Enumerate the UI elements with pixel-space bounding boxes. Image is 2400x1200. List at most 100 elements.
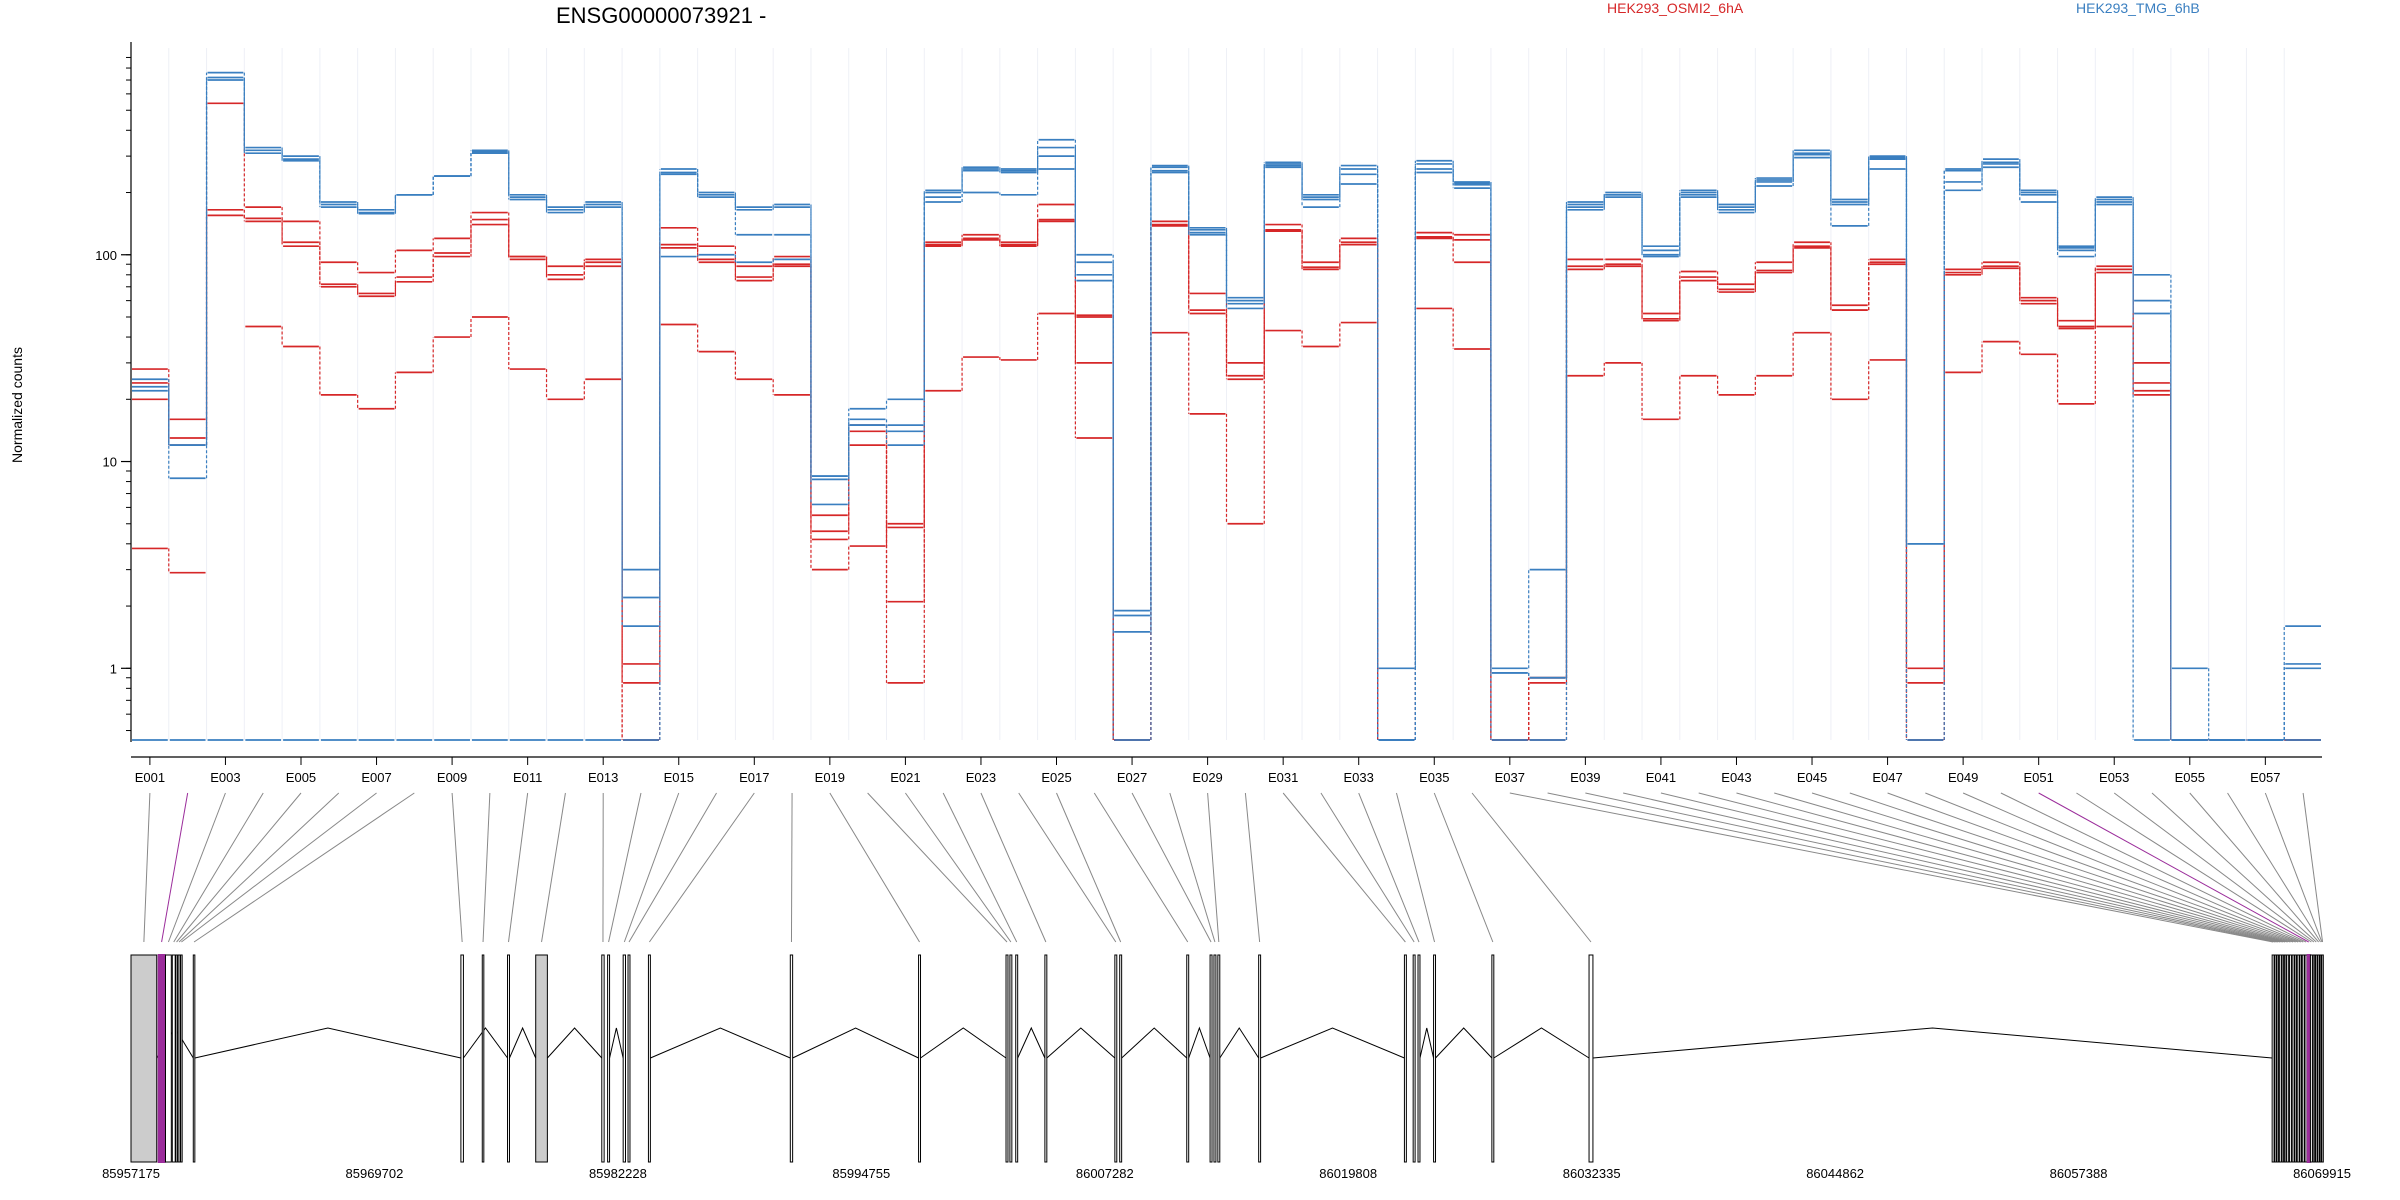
- genomic-axis: 85957175 85969702 85982228 85994755 86007282…: [102, 1166, 2351, 1181]
- exon-connector: [173, 792, 264, 943]
- exon-tick-label: E007: [361, 770, 391, 785]
- exon-tick-label: E049: [1948, 770, 1978, 785]
- exon-connector: [1018, 792, 1117, 943]
- exon-connector: [176, 792, 302, 943]
- genomic-tick-label: 86057388: [2050, 1166, 2108, 1181]
- exon-tick-label: E045: [1797, 770, 1827, 785]
- exon-box: [2296, 954, 2300, 1163]
- exon-box: [1213, 954, 1217, 1163]
- exon-tick-label: E017: [739, 770, 769, 785]
- exon-box: [1412, 954, 1416, 1163]
- exon-box: [2299, 954, 2302, 1163]
- exon-connector: [161, 792, 189, 943]
- exon-box: [2304, 954, 2308, 1163]
- exon-tick-label: E025: [1041, 770, 1071, 785]
- exon-box: [2301, 954, 2305, 1163]
- exon-connector: [178, 792, 340, 943]
- exon-box: [1015, 954, 1019, 1163]
- exon-tick-label: E031: [1268, 770, 1298, 785]
- exon-connector: [1358, 792, 1420, 943]
- exon-connector: [904, 792, 1012, 943]
- exon-box: [622, 954, 627, 1163]
- exon-connector: [1244, 792, 1261, 943]
- intron: [650, 1027, 791, 1059]
- y-axis: 1 10 100: [95, 42, 132, 742]
- intron: [1017, 1026, 1046, 1059]
- exon-connector: [1623, 792, 2281, 943]
- exon-connector: [1811, 792, 2294, 943]
- exon-box: [2281, 954, 2285, 1163]
- intron: [1219, 1027, 1260, 1059]
- exon-connector: [980, 792, 1047, 943]
- exon-tick-label: E047: [1872, 770, 1902, 785]
- genomic-tick-label: 86032335: [1563, 1166, 1621, 1181]
- exon-box: [1258, 954, 1262, 1163]
- intron: [463, 1027, 508, 1059]
- exon-box: [171, 954, 176, 1163]
- exon-connector: [1207, 792, 1220, 943]
- exon-box: [2283, 954, 2287, 1163]
- intron: [1419, 1027, 1435, 1059]
- exon-axis: E001 E003 E005 E007 E009 E011 E013 E015 E017 E019…: [131, 756, 2322, 785]
- exon-box: [2294, 954, 2297, 1163]
- exon-box: [1009, 954, 1013, 1163]
- exon-box: [2278, 954, 2282, 1163]
- exon-box: [2288, 954, 2292, 1163]
- exon-connector: [1056, 792, 1122, 943]
- exon-connector: [1169, 792, 1216, 943]
- exon-connector: [541, 792, 566, 943]
- exon-box: [607, 954, 611, 1163]
- exon-tick-label: E011: [513, 770, 542, 785]
- exon-tick-label: E041: [1646, 770, 1676, 785]
- y-tick-label: 100: [95, 248, 117, 263]
- exon-tick-label: E033: [1344, 770, 1374, 785]
- exon-box: [192, 954, 196, 1163]
- genomic-tick-label: 86069915: [2293, 1166, 2351, 1181]
- intron: [920, 1027, 1007, 1059]
- exon-connector: [1433, 792, 1494, 943]
- exon-connector: [1093, 792, 1189, 943]
- exon-connector: [1736, 792, 2288, 943]
- exon-connector: [942, 792, 1018, 943]
- intron: [1121, 1027, 1188, 1059]
- exon-connector: [2038, 792, 2309, 943]
- legend-item-osmi2: HEK293_OSMI2_6hA: [1607, 0, 1744, 16]
- exon-box: [460, 954, 464, 1163]
- exon-connector: [1547, 792, 2276, 943]
- intron: [547, 1027, 603, 1059]
- exon-connector: [1660, 792, 2283, 943]
- genomic-tick-label: 85957175: [102, 1166, 160, 1181]
- exon-box: [180, 954, 183, 1163]
- exon-box: [2286, 954, 2290, 1163]
- exon-connector: [623, 792, 680, 943]
- exon-box: [1186, 954, 1190, 1163]
- exon-box: [130, 954, 158, 1163]
- y-tick-label: 1: [110, 661, 117, 676]
- exon-connector: [1320, 792, 1415, 943]
- exon-box: [1114, 954, 1118, 1163]
- exon-box: [1491, 954, 1495, 1163]
- exon-connector: [1471, 792, 1592, 943]
- exon-connector: [1925, 792, 2301, 943]
- exon-connector: [1509, 792, 2274, 943]
- exon-tick-label: E055: [2175, 770, 2205, 785]
- exon-tick-label: E029: [1192, 770, 1222, 785]
- intron: [1493, 1027, 1590, 1059]
- series-lines: [132, 71, 2321, 741]
- exon-tick-label: E021: [890, 770, 920, 785]
- chart-title: ENSG00000073921 -: [556, 3, 766, 28]
- exon-connector: [508, 792, 529, 943]
- exon-connector: [1774, 792, 2291, 943]
- intron: [1188, 1026, 1211, 1059]
- exon-box: [627, 954, 631, 1163]
- genomic-tick-label: 86007282: [1076, 1166, 1134, 1181]
- genomic-tick-label: 86044862: [1806, 1166, 1864, 1181]
- exon-box: [1403, 954, 1407, 1163]
- exon-connector: [1396, 792, 1436, 943]
- exon-tick-label: E057: [2250, 770, 2280, 785]
- exon-connector: [2000, 792, 2307, 943]
- exon-connector: [829, 792, 920, 943]
- exon-box: [2276, 954, 2280, 1163]
- exon-box: [601, 954, 605, 1163]
